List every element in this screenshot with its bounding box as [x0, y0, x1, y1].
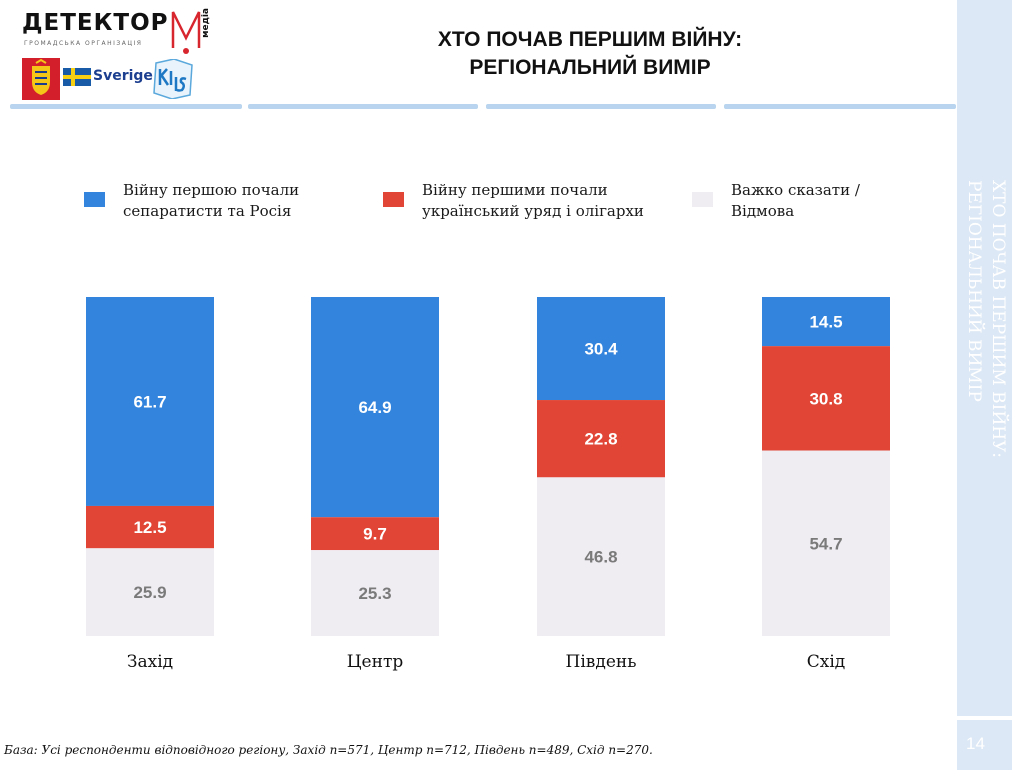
legend-label: Важко сказати / Відмова	[731, 180, 860, 222]
data-label-3-3: 46.8	[584, 548, 617, 567]
sidebar-title-line1: ХТО ПОЧАВ ПЕРШИМ ВІЙНУ:	[988, 180, 1008, 459]
bar-segment-3-4	[762, 450, 890, 636]
bar-segment-1-2	[311, 297, 439, 518]
category-label-1: Захід	[127, 652, 173, 672]
page-title-line1: ХТО ПОЧАВ ПЕРШИМ ВІЙНУ:	[437, 28, 743, 51]
legend-item-separatists-russia: Війну першою почали сепаратисти та Росія	[84, 180, 299, 222]
sidebar-title-line2: РЕГІОНАЛЬНИЙ ВИМІР	[964, 180, 984, 402]
bar-segment-2-4	[762, 346, 890, 451]
bar-segment-2-1	[86, 505, 214, 549]
legend-item-hard-to-say: Важко сказати / Відмова	[692, 180, 860, 222]
bar-segment-2-2	[311, 517, 439, 551]
sweden-wordmark: Sverige	[93, 68, 153, 84]
page-title: ХТО ПОЧАВ ПЕРШИМ ВІЙНУ: РЕГІОНАЛЬНИЙ ВИМ…	[380, 26, 800, 82]
swedish-flag-icon	[63, 68, 91, 86]
kiis-logo-icon	[153, 59, 193, 99]
category-label-3: Південь	[566, 652, 637, 672]
legend-label: Війну першими почали український уряд і …	[422, 180, 644, 222]
page-number: 14	[966, 734, 985, 753]
legend-label-line2: Відмова	[731, 202, 795, 220]
header-divider-1	[10, 104, 242, 109]
bar-segment-1-4	[762, 297, 890, 347]
data-label-3-4: 54.7	[809, 534, 842, 553]
legend-label-line1: Війну першими почали	[422, 181, 608, 199]
legend-swatch-red	[383, 192, 404, 207]
data-label-1-4: 14.5	[809, 313, 842, 332]
legend-swatch-gray	[692, 192, 713, 207]
footnote: База: Усі респонденти відповідного регіо…	[4, 743, 653, 757]
bar-segment-1-3	[537, 297, 665, 401]
data-label-1-2: 64.9	[358, 398, 391, 417]
legend-item-government-oligarchs: Війну першими почали український уряд і …	[383, 180, 644, 222]
danish-coat-of-arms-icon	[22, 58, 60, 100]
data-label-1-1: 61.7	[133, 392, 166, 411]
data-label-2-2: 9.7	[363, 525, 387, 544]
logo-m-icon	[171, 11, 201, 54]
bar-segment-3-1	[86, 548, 214, 636]
stacked-bar-chart: 61.7 12.5 25.9 Захід 64.9 9.7 25.3 Центр 30.4 22.…	[86, 297, 890, 672]
logo: ДЕТЕКТОР ГРОМАДСЬКА ОРГАНІЗАЦІЯ медіа Sv…	[18, 6, 218, 106]
legend-label-line1: Війну першою почали	[123, 181, 300, 199]
data-label-3-1: 25.9	[133, 583, 166, 602]
header-divider-2	[248, 104, 478, 109]
legend-label: Війну першою почали сепаратисти та Росія	[123, 180, 299, 222]
data-label-1-3: 30.4	[584, 340, 618, 359]
legend-label-line2: український уряд і олігархи	[422, 202, 644, 220]
legend-swatch-blue	[84, 192, 105, 207]
bar-segment-3-3	[537, 477, 665, 636]
data-label-3-2: 25.3	[358, 584, 391, 603]
page-title-line2: РЕГІОНАЛЬНИЙ ВИМІР	[469, 56, 711, 79]
header-divider-3	[486, 104, 716, 109]
bar-segment-1-1	[86, 297, 214, 506]
logo-subtitle: ГРОМАДСЬКА ОРГАНІЗАЦІЯ	[24, 40, 143, 47]
sidebar-panel	[957, 0, 1012, 770]
header-divider-4	[724, 104, 956, 109]
sidebar-title: ХТО ПОЧАВ ПЕРШИМ ВІЙНУ: РЕГІОНАЛЬНИЙ ВИМ…	[960, 180, 1010, 500]
data-label-2-3: 22.8	[584, 430, 617, 449]
logo-wordmark: ДЕТЕКТОР	[22, 10, 169, 36]
legend-label-line1: Важко сказати /	[731, 181, 860, 199]
bar-segment-2-3	[537, 400, 665, 478]
data-label-2-4: 30.8	[809, 389, 842, 408]
data-label-2-1: 12.5	[133, 518, 166, 537]
bar-segment-3-2	[311, 550, 439, 636]
sidebar-separator	[957, 716, 1012, 720]
legend-label-line2: сепаратисти та Росія	[123, 202, 292, 220]
category-label-4: Схід	[807, 652, 846, 672]
category-label-2: Центр	[347, 652, 404, 672]
